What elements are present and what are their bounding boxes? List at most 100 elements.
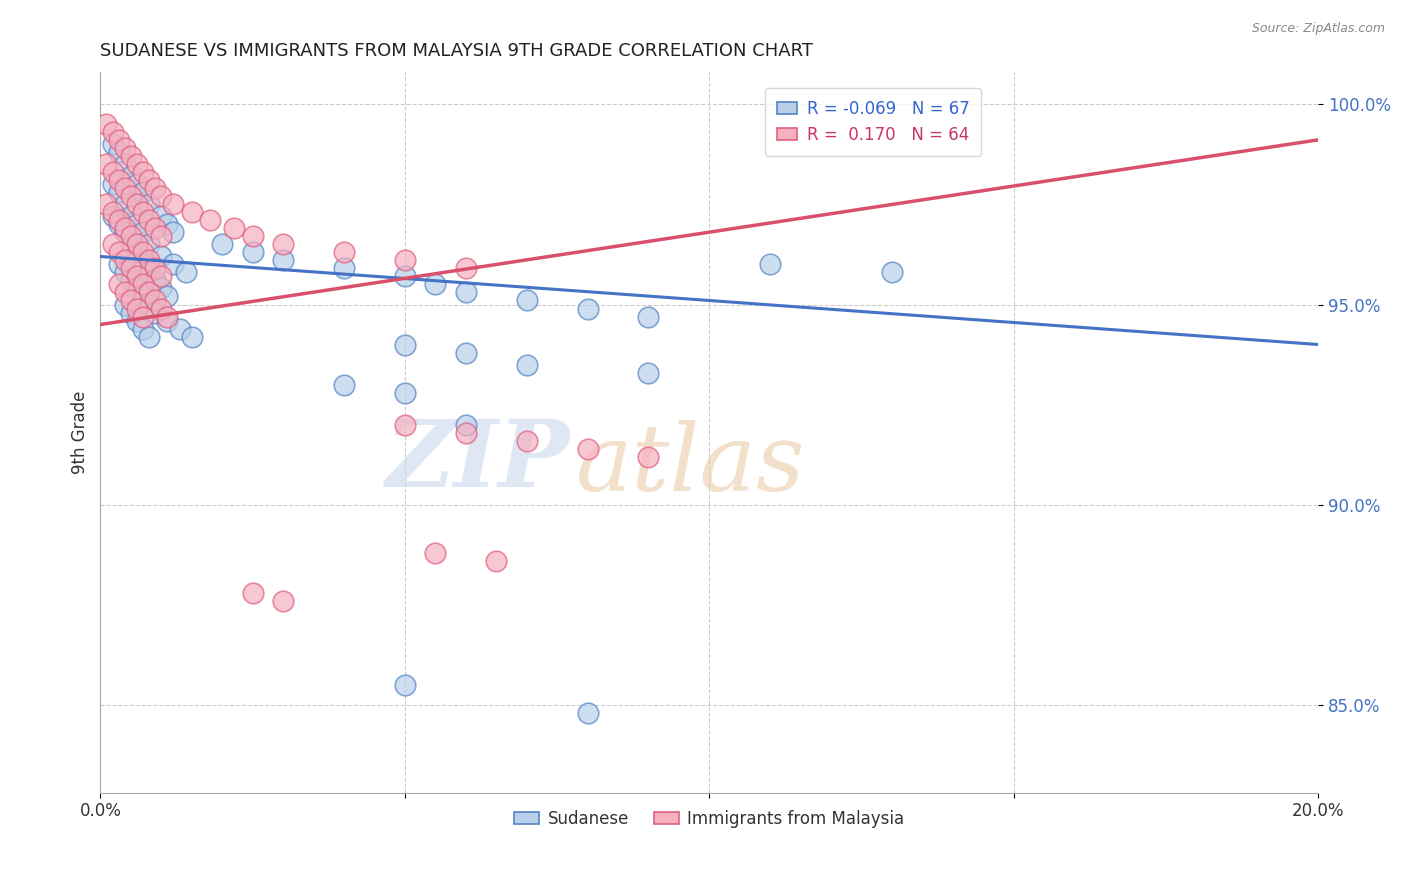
Point xyxy=(125,301,148,316)
Point xyxy=(132,258,155,272)
Point xyxy=(114,141,136,155)
Point xyxy=(150,189,173,203)
Text: atlas: atlas xyxy=(575,420,804,510)
Y-axis label: 9th Grade: 9th Grade xyxy=(72,391,89,475)
Point xyxy=(132,245,155,260)
Point xyxy=(114,285,136,300)
Point xyxy=(120,305,142,319)
Point xyxy=(125,157,148,171)
Point xyxy=(180,205,202,219)
Point xyxy=(138,329,160,343)
Point xyxy=(394,678,416,692)
Point xyxy=(150,281,173,295)
Point xyxy=(101,210,124,224)
Point xyxy=(454,261,477,276)
Point xyxy=(174,265,197,279)
Point xyxy=(107,186,129,200)
Point xyxy=(394,337,416,351)
Point xyxy=(120,210,142,224)
Point xyxy=(454,417,477,432)
Point xyxy=(132,205,155,219)
Text: ZIP: ZIP xyxy=(385,417,569,507)
Point xyxy=(125,245,148,260)
Point xyxy=(242,229,264,244)
Point xyxy=(138,297,160,311)
Point xyxy=(224,221,246,235)
Point xyxy=(132,321,155,335)
Point xyxy=(138,285,160,300)
Point xyxy=(143,293,166,308)
Point xyxy=(271,237,294,252)
Point xyxy=(394,417,416,432)
Point xyxy=(132,186,155,200)
Point xyxy=(637,450,659,464)
Point xyxy=(120,149,142,163)
Point xyxy=(425,545,447,559)
Point xyxy=(107,145,129,160)
Point xyxy=(125,313,148,327)
Point xyxy=(454,425,477,440)
Point xyxy=(120,169,142,184)
Point xyxy=(101,165,124,179)
Point xyxy=(162,258,184,272)
Point xyxy=(516,358,538,372)
Point xyxy=(143,181,166,195)
Point xyxy=(101,137,124,152)
Point xyxy=(271,593,294,607)
Point xyxy=(211,237,233,252)
Point xyxy=(637,366,659,380)
Point xyxy=(120,229,142,244)
Point xyxy=(394,385,416,400)
Legend: Sudanese, Immigrants from Malaysia: Sudanese, Immigrants from Malaysia xyxy=(508,804,911,835)
Point xyxy=(125,281,148,295)
Point xyxy=(114,265,136,279)
Point xyxy=(132,289,155,303)
Point xyxy=(143,273,166,287)
Point xyxy=(125,269,148,284)
Point xyxy=(394,253,416,268)
Point xyxy=(107,173,129,187)
Point xyxy=(143,305,166,319)
Point xyxy=(120,293,142,308)
Point xyxy=(156,289,179,303)
Point xyxy=(132,277,155,292)
Point xyxy=(271,253,294,268)
Point xyxy=(169,321,191,335)
Point xyxy=(138,253,160,268)
Point xyxy=(96,157,118,171)
Point xyxy=(96,197,118,211)
Point xyxy=(150,301,173,316)
Point xyxy=(143,221,166,235)
Point xyxy=(637,310,659,324)
Point xyxy=(101,237,124,252)
Point xyxy=(425,277,447,292)
Point xyxy=(576,442,599,456)
Point xyxy=(138,173,160,187)
Point xyxy=(454,285,477,300)
Point xyxy=(114,253,136,268)
Point xyxy=(107,277,129,292)
Point xyxy=(242,585,264,599)
Point xyxy=(150,250,173,264)
Point xyxy=(138,197,160,211)
Point xyxy=(516,434,538,448)
Point xyxy=(333,245,356,260)
Point xyxy=(198,213,221,227)
Point xyxy=(150,269,173,284)
Point xyxy=(101,178,124,192)
Point xyxy=(107,245,129,260)
Point xyxy=(333,261,356,276)
Point xyxy=(156,313,179,327)
Point xyxy=(125,237,148,252)
Point xyxy=(107,258,129,272)
Point xyxy=(125,197,148,211)
Point xyxy=(242,245,264,260)
Point xyxy=(132,310,155,324)
Point xyxy=(101,205,124,219)
Point xyxy=(576,301,599,316)
Point xyxy=(132,226,155,240)
Point xyxy=(120,273,142,287)
Point xyxy=(120,261,142,276)
Point xyxy=(150,229,173,244)
Point xyxy=(114,297,136,311)
